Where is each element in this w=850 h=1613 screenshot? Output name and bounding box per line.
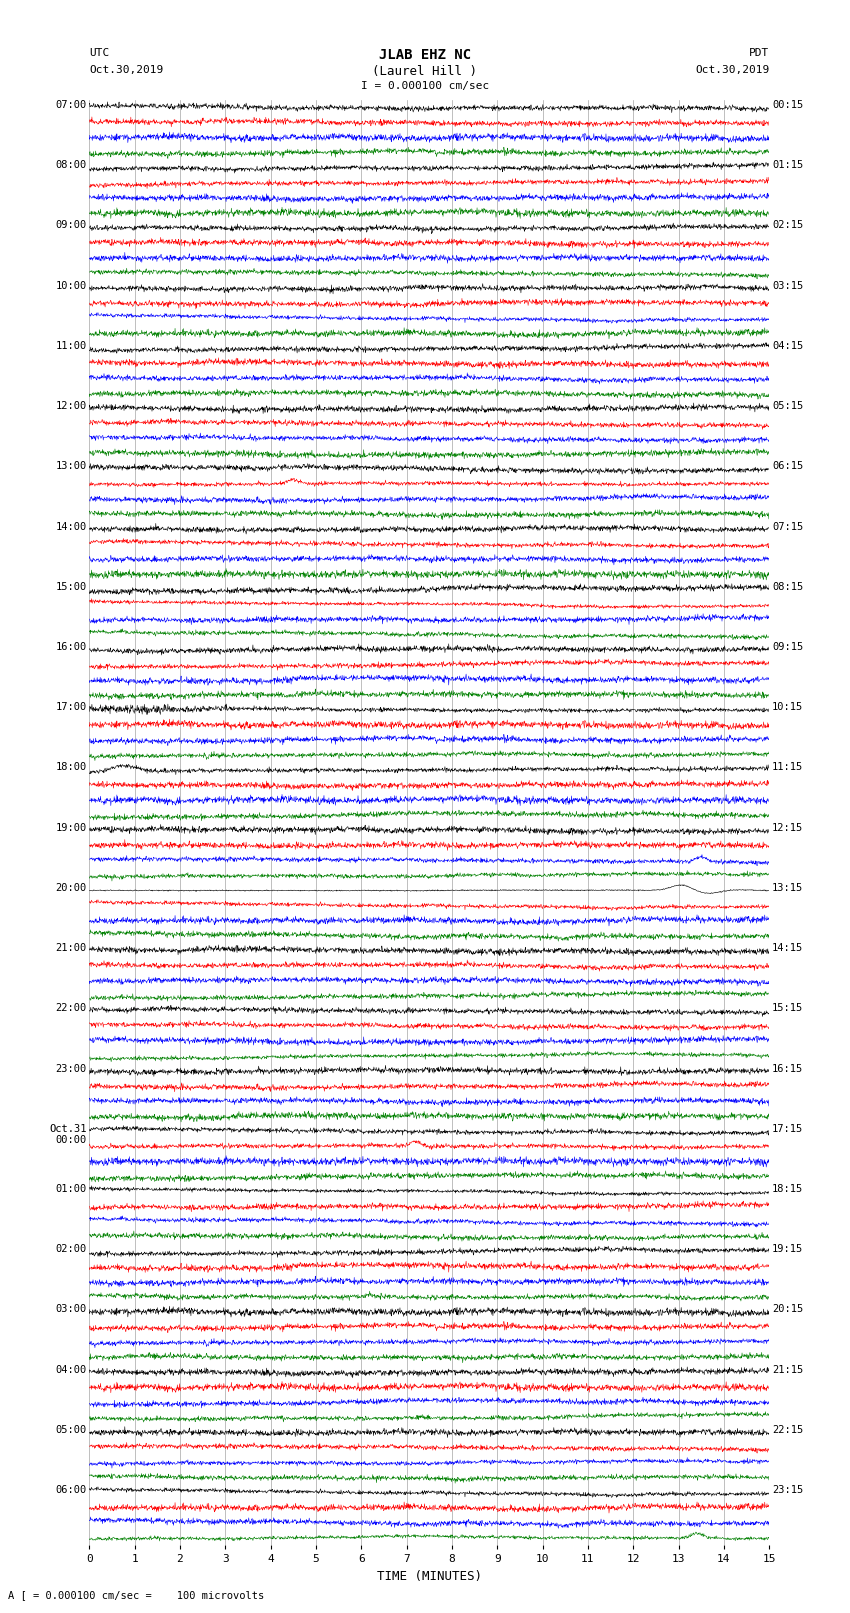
Text: Oct.30,2019: Oct.30,2019 — [89, 65, 163, 74]
Text: (Laurel Hill ): (Laurel Hill ) — [372, 65, 478, 77]
Text: UTC: UTC — [89, 48, 110, 58]
Text: Oct.30,2019: Oct.30,2019 — [695, 65, 769, 74]
Text: JLAB EHZ NC: JLAB EHZ NC — [379, 48, 471, 63]
Text: I = 0.000100 cm/sec: I = 0.000100 cm/sec — [361, 81, 489, 90]
Text: A [ = 0.000100 cm/sec =    100 microvolts: A [ = 0.000100 cm/sec = 100 microvolts — [8, 1590, 264, 1600]
X-axis label: TIME (MINUTES): TIME (MINUTES) — [377, 1569, 482, 1582]
Text: PDT: PDT — [749, 48, 769, 58]
